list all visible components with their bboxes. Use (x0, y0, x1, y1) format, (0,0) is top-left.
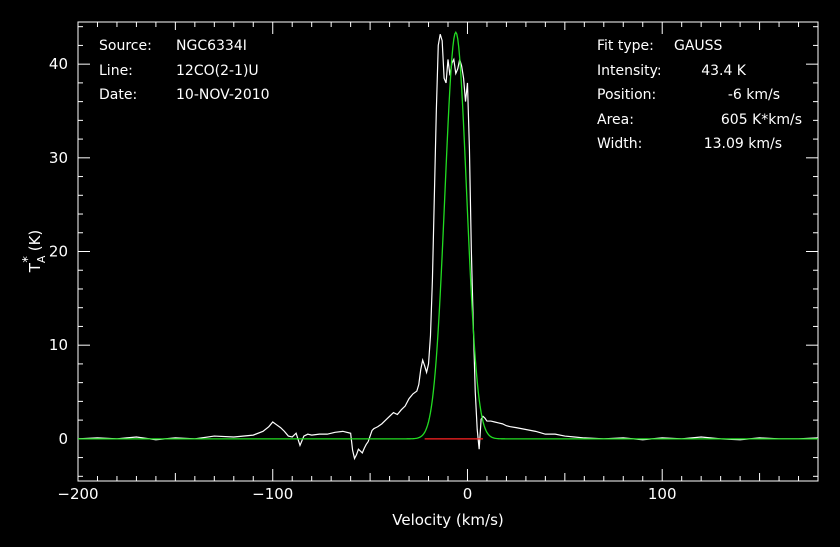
y-tick-label: 20 (49, 243, 68, 261)
y-tick-label: 30 (49, 149, 68, 167)
fit-type-label: Fit type: (597, 38, 654, 54)
source-value: NGC6334I (176, 38, 247, 54)
source-label: Source: (99, 38, 152, 54)
y-tick-label: 10 (49, 336, 68, 354)
width-label: Width: (597, 136, 643, 152)
gaussian-fit-line (78, 31, 818, 440)
x-tick-label: −100 (252, 485, 293, 503)
y-axis-label-sup: * (21, 256, 36, 263)
data-series (77, 31, 819, 461)
intensity-value: 43.4 K (701, 63, 746, 79)
y-axis-label-main: T (26, 262, 44, 273)
y-axis-label: TA* (K) (21, 230, 48, 274)
area-label: Area: (597, 112, 634, 128)
area-value: 605 K*km/s (720, 112, 802, 128)
line-label: Line: (99, 63, 133, 79)
date-value: 10-NOV-2010 (176, 87, 270, 103)
x-tick-label: 0 (463, 485, 473, 503)
observed-spectrum-line (77, 34, 819, 461)
date-label: Date: (99, 87, 138, 103)
y-axis-label-sub: A (35, 255, 48, 263)
y-axis-label-unit: (K) (26, 230, 44, 252)
y-tick-label: 0 (58, 430, 68, 448)
x-tick-label: 100 (648, 485, 677, 503)
intensity-label: Intensity: (597, 63, 662, 79)
tick-labels: −200 −100 0 100 0 10 20 30 40 (49, 55, 677, 503)
x-tick-label: −200 (57, 485, 98, 503)
svg-text:TA* (K): TA* (K) (21, 230, 48, 274)
position-value: -6 km/s (727, 87, 780, 103)
line-value: 12CO(2-1)U (176, 63, 259, 79)
y-tick-label: 40 (49, 55, 68, 73)
width-value: 13.09 km/s (703, 136, 782, 152)
x-axis-label: Velocity (km/s) (392, 511, 503, 529)
position-label: Position: (597, 87, 657, 103)
fit-type-value: GAUSS (674, 38, 723, 54)
